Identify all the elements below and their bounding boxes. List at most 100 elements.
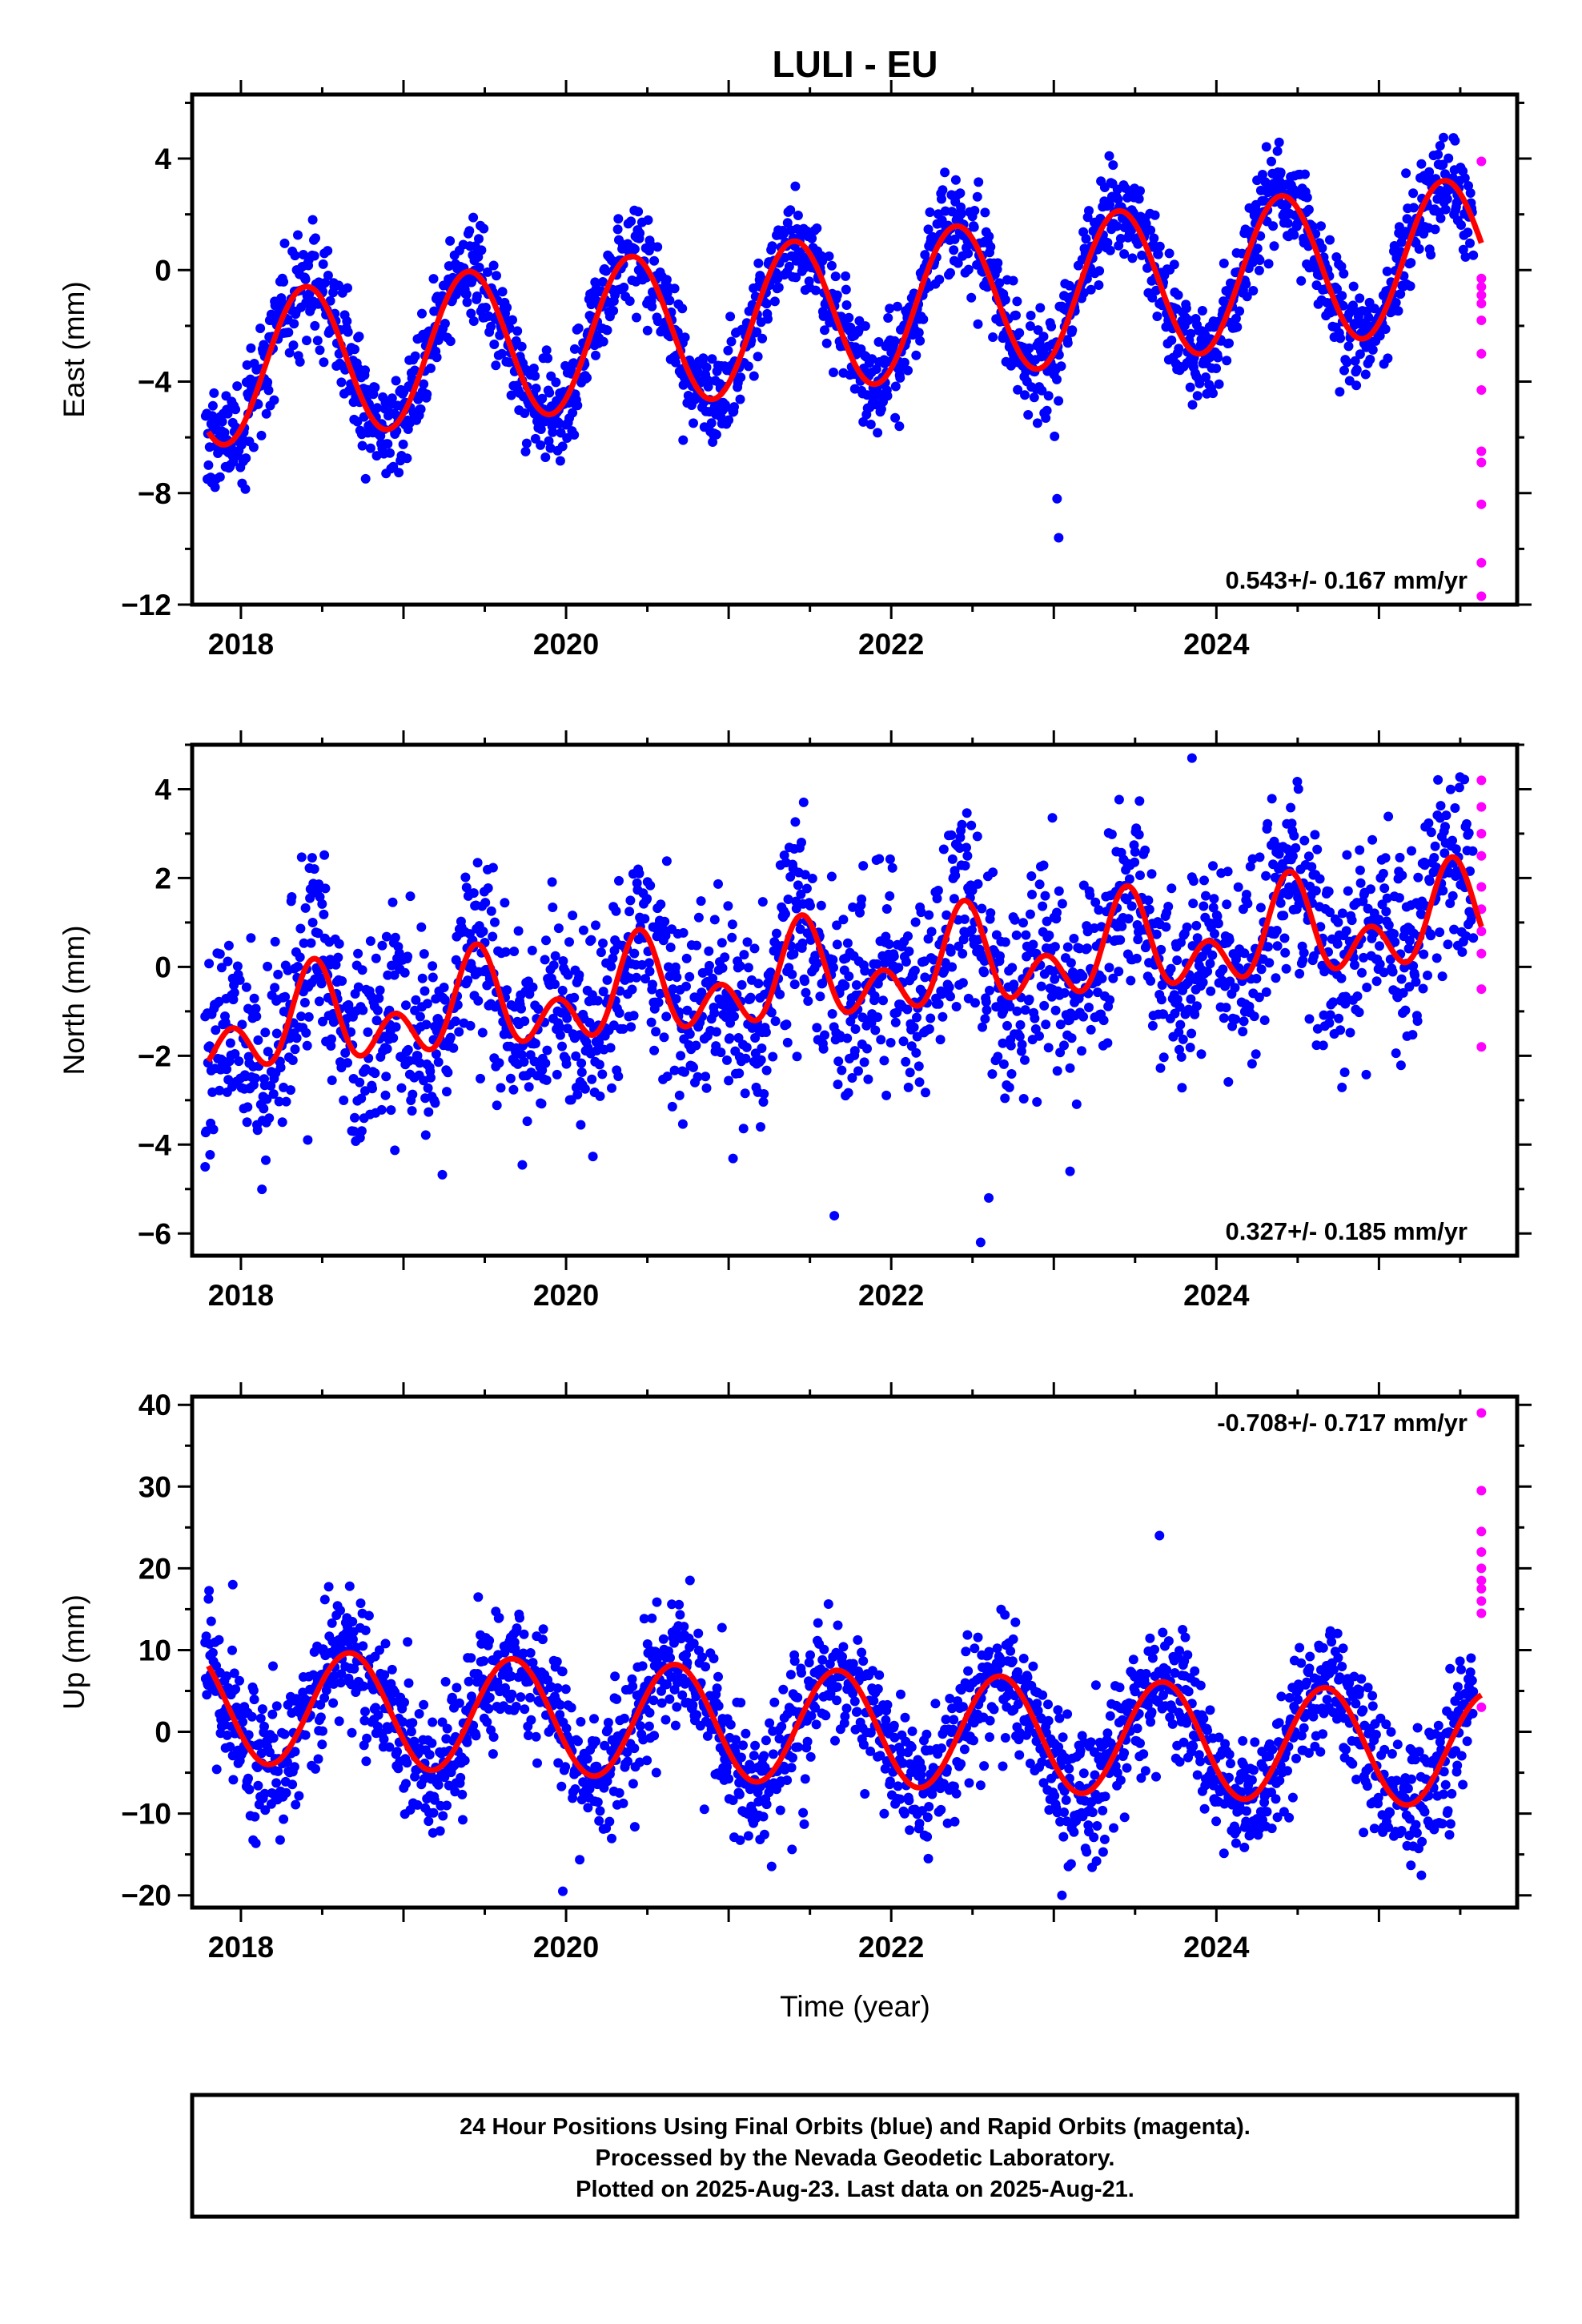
east-final-point [1014,328,1025,338]
north-final-point [680,1067,689,1077]
north-final-point [701,1072,711,1082]
north-final-point [390,932,400,943]
north-final-point [911,1047,921,1058]
east-final-point [1433,150,1443,159]
north-final-point [682,1005,693,1015]
east-final-point [817,255,828,266]
north-final-point [1188,899,1199,909]
east-final-point [464,226,475,236]
east-final-point [1151,285,1161,296]
north-final-point [423,1083,433,1093]
north-final-point [250,1073,260,1084]
east-final-point [325,296,335,306]
north-final-point [692,940,702,951]
north-final-point [480,898,491,908]
north-final-point [319,850,330,860]
north-final-point [548,960,559,971]
up-final-point [397,1717,408,1727]
east-final-point [1439,132,1448,143]
east-final-point [986,242,996,252]
east-final-point [753,258,764,268]
north-final-point [1000,937,1010,947]
north-final-point [1387,967,1398,977]
north-final-point [649,1045,660,1055]
north-final-point [266,1080,276,1091]
east-final-point [551,377,561,388]
north-final-point [576,1120,586,1130]
north-final-point [1381,907,1391,917]
north-final-point [1279,911,1289,921]
up-final-point [553,1758,564,1768]
up-final-point [414,1709,424,1719]
up-final-point [243,1730,254,1740]
north-final-point [350,1112,359,1123]
north-final-point [280,991,291,1002]
north-model-line [206,854,1484,1068]
up-final-point [512,1623,522,1634]
north-final-point [727,919,737,930]
north-final-point [645,880,656,891]
north-final-point [627,984,637,995]
north-final-point [1347,915,1357,926]
north-final-point [1156,944,1166,955]
north-final-point [1186,753,1197,763]
up-final-point [614,1787,624,1798]
up-final-point [206,1616,216,1626]
east-rapid-point [1476,299,1487,309]
east-final-point [1086,284,1096,295]
up-final-point [406,1727,416,1737]
east-final-point [1181,304,1191,313]
east-final-point [1465,238,1475,248]
north-final-point [558,956,568,966]
up-final-point [225,1742,235,1752]
east-final-point [619,282,629,292]
north-final-point [909,965,920,975]
up-final-point [479,1656,489,1667]
north-final-point [844,971,854,982]
east-final-point [1000,295,1010,305]
north-final-point [576,1068,587,1077]
east-final-point [1300,169,1310,179]
north-final-point [1038,901,1048,911]
up-final-point [227,1645,237,1655]
east-final-point [307,215,318,225]
north-x-tick-label: 2024 [1183,1279,1250,1312]
east-final-point [769,296,780,307]
east-final-point [315,345,325,356]
up-final-point [516,1692,526,1703]
east-final-point [1355,349,1365,360]
east-final-point [410,351,420,361]
north-y-tick-label: 0 [155,951,171,983]
north-final-point [268,1089,279,1100]
east-final-point [219,428,230,438]
north-final-point [1097,973,1107,983]
north-final-point [259,1104,269,1114]
north-final-point [1324,1018,1335,1028]
north-y-tick-label: −4 [138,1128,172,1161]
east-final-point [1464,181,1473,191]
north-final-point [1318,1040,1328,1051]
north-final-point [465,1020,476,1031]
north-final-point [759,1089,769,1099]
east-final-point [209,388,219,398]
north-final-point [1034,879,1045,890]
north-final-point [798,797,809,807]
east-final-point [1339,268,1349,279]
up-final-point [271,1701,282,1711]
north-final-point [223,956,233,967]
north-final-point [980,1014,990,1024]
north-final-point [986,908,996,919]
up-final-point [575,1855,585,1865]
up-final-point [355,1598,366,1608]
north-final-point [569,992,580,1003]
north-final-point [1004,1082,1014,1092]
north-final-point [1272,941,1283,951]
north-final-point [709,915,720,925]
east-final-point [1348,281,1359,292]
north-final-point [789,949,799,959]
north-final-point [847,1073,857,1083]
up-final-point [290,1747,300,1757]
east-final-point [726,336,737,347]
north-final-point [1359,952,1369,963]
up-final-point [281,1787,291,1798]
